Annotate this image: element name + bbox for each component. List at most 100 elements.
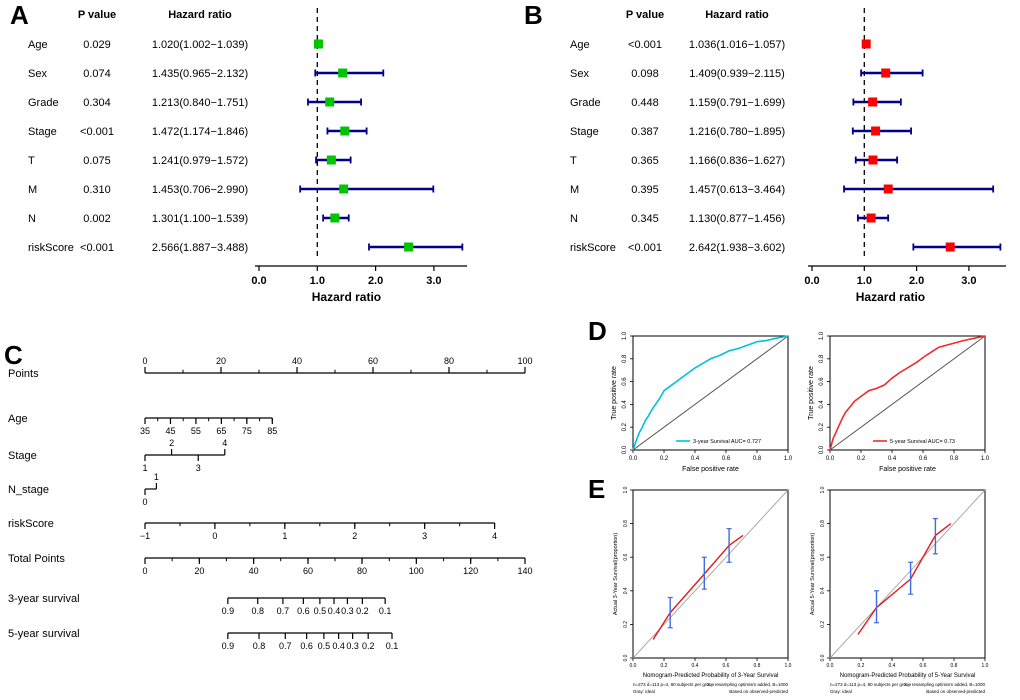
forest-hr-marker	[325, 97, 335, 107]
cal-x-tick-label: 1.0	[982, 663, 989, 669]
cal-x-axis-title: Nomogram-Predicted Probability of 5-Year…	[840, 673, 976, 679]
forest-row-hr-text: 2.642(1.938−3.602)	[689, 242, 785, 254]
roc-y-tick-label: 0.8	[622, 354, 628, 363]
nomo-tick-label: 0.8	[251, 606, 264, 616]
nomo-row-label: Stage	[8, 450, 37, 462]
forest-row-pvalue: <0.001	[80, 242, 114, 254]
forest-x-axis-title: Hazard ratio	[856, 290, 925, 304]
forest-row-hr-text: 1.435(0.965−2.132)	[152, 68, 248, 80]
nomo-tick-label: 0.1	[386, 641, 399, 651]
nomo-tick-label: 40	[249, 566, 259, 576]
cal-x-tick-label: 0.0	[630, 663, 637, 669]
cal-y-tick-label: 0.4	[820, 587, 826, 594]
cal-x-tick-label: 1.0	[785, 663, 792, 669]
forest-row-pvalue: 0.075	[83, 155, 111, 167]
cal-y-tick-label: 0.0	[820, 654, 826, 661]
panel-label-c: C	[4, 340, 23, 370]
forest-hr-marker	[861, 39, 871, 49]
cal-footnote-right: Based on observed-predicted	[729, 689, 788, 694]
forest-hr-marker	[326, 155, 336, 165]
nomo-row-label: Age	[8, 413, 28, 425]
nomo-tick-label: 0.2	[362, 641, 375, 651]
nomo-tick-label: 0.3	[341, 606, 354, 616]
cal-footnote-left: n=273 d=113 p=4, 80 subjects per group	[830, 682, 911, 687]
forest-row-pvalue: 0.448	[631, 97, 659, 109]
roc-y-axis-title: True positive rate	[808, 366, 815, 420]
roc-x-tick-label: 0.4	[888, 456, 897, 462]
cal-x-tick-label: 0.8	[754, 663, 761, 669]
nomo-tick-label: 0	[212, 531, 217, 541]
forest-hr-marker	[866, 213, 876, 223]
roc-y-tick-label: 0.4	[622, 400, 628, 409]
roc-x-tick-label: 0.2	[660, 456, 669, 462]
forest-row-hr-text: 1.159(0.791−1.699)	[689, 97, 785, 109]
forest-row-pvalue: 0.098	[631, 68, 659, 80]
cal-line	[857, 523, 952, 635]
nomo-tick-label: 0	[142, 566, 147, 576]
forest-row-label: T	[570, 155, 577, 167]
forest-col-header-pvalue: P value	[78, 9, 116, 21]
cal-y-axis-title: Actual 5-Year Survival(proportion)	[810, 533, 816, 616]
nomo-tick-label: 0.6	[300, 641, 313, 651]
roc-diagonal	[829, 335, 986, 451]
forest-row-label: Sex	[570, 68, 589, 80]
roc-legend-label: 5-year Survival AUC= 0.73	[890, 439, 955, 445]
forest-x-tick-label: 0.0	[251, 275, 266, 287]
nomo-tick-label: 80	[444, 356, 454, 366]
forest-hr-marker	[868, 97, 878, 107]
roc-y-tick-label: 0.0	[622, 445, 628, 454]
cal-y-tick-label: 0.6	[820, 554, 826, 561]
roc-x-tick-label: 1.0	[784, 456, 793, 462]
nomo-tick-label: 40	[292, 356, 302, 366]
forest-row-hr-text: 1.130(0.877−1.456)	[689, 213, 785, 225]
forest-row-pvalue: 0.029	[83, 39, 111, 51]
nomo-tick-label: 0.5	[318, 641, 331, 651]
nomo-tick-label: 0.1	[379, 606, 392, 616]
nomo-tick-label: 0.5	[314, 606, 327, 616]
roc-y-tick-label: 1.0	[819, 331, 825, 340]
cal-y-tick-label: 1.0	[820, 486, 826, 493]
forest-hr-marker	[340, 126, 350, 136]
roc-x-tick-label: 0.6	[919, 456, 928, 462]
forest-row-label: Grade	[570, 97, 601, 109]
forest-row-hr-text: 1.457(0.613−3.464)	[689, 184, 785, 196]
forest-hr-marker	[883, 184, 893, 194]
nomo-tick-label: 0.8	[253, 641, 266, 651]
cal-x-tick-label: 0.4	[889, 663, 896, 669]
cal-footnote-left: Gray: ideal	[830, 689, 852, 694]
nomo-tick-label: 4	[222, 438, 227, 448]
cal-y-axis-title: Actual 3-Year Survival(proportion)	[613, 533, 619, 616]
nomo-tick-label: 0.6	[297, 606, 310, 616]
forest-col-header-hr: Hazard ratio	[705, 9, 769, 21]
roc-y-tick-label: 0.2	[622, 422, 628, 431]
forest-row-hr-text: 1.216(0.780−1.895)	[689, 126, 785, 138]
nomo-tick-label: 55	[191, 426, 201, 436]
forest-x-tick-label: 3.0	[426, 275, 441, 287]
forest-row-hr-text: 1.472(1.174−1.846)	[152, 126, 248, 138]
forest-row-hr-text: 1.036(1.016−1.057)	[689, 39, 785, 51]
forest-row-label: Age	[28, 39, 48, 51]
nomo-tick-label: 4	[492, 531, 497, 541]
roc-y-tick-label: 0.4	[819, 400, 825, 409]
forest-row-pvalue: 0.074	[83, 68, 111, 80]
cal-y-tick-label: 0.6	[623, 554, 629, 561]
forest-row-hr-text: 2.566(1.887−3.488)	[152, 242, 248, 254]
forest-hr-marker	[313, 39, 323, 49]
nomo-tick-label: −1	[140, 531, 150, 541]
nomo-tick-label: 0.7	[279, 641, 292, 651]
roc-x-tick-label: 0.8	[950, 456, 959, 462]
nomo-tick-label: 1	[154, 472, 159, 482]
cal-frame	[829, 489, 986, 659]
nomo-tick-label: 2	[352, 531, 357, 541]
nomo-tick-label: 0.4	[328, 606, 341, 616]
forest-row-label: Sex	[28, 68, 47, 80]
cal-x-tick-label: 0.6	[723, 663, 730, 669]
forest-row-label: M	[570, 184, 579, 196]
nomo-tick-label: 35	[140, 426, 150, 436]
nomo-tick-label: 0.7	[277, 606, 290, 616]
cal-frame	[632, 489, 789, 659]
nomo-tick-label: 0.2	[356, 606, 369, 616]
nomo-tick-label: 1	[142, 463, 147, 473]
nomo-tick-label: 3	[196, 463, 201, 473]
